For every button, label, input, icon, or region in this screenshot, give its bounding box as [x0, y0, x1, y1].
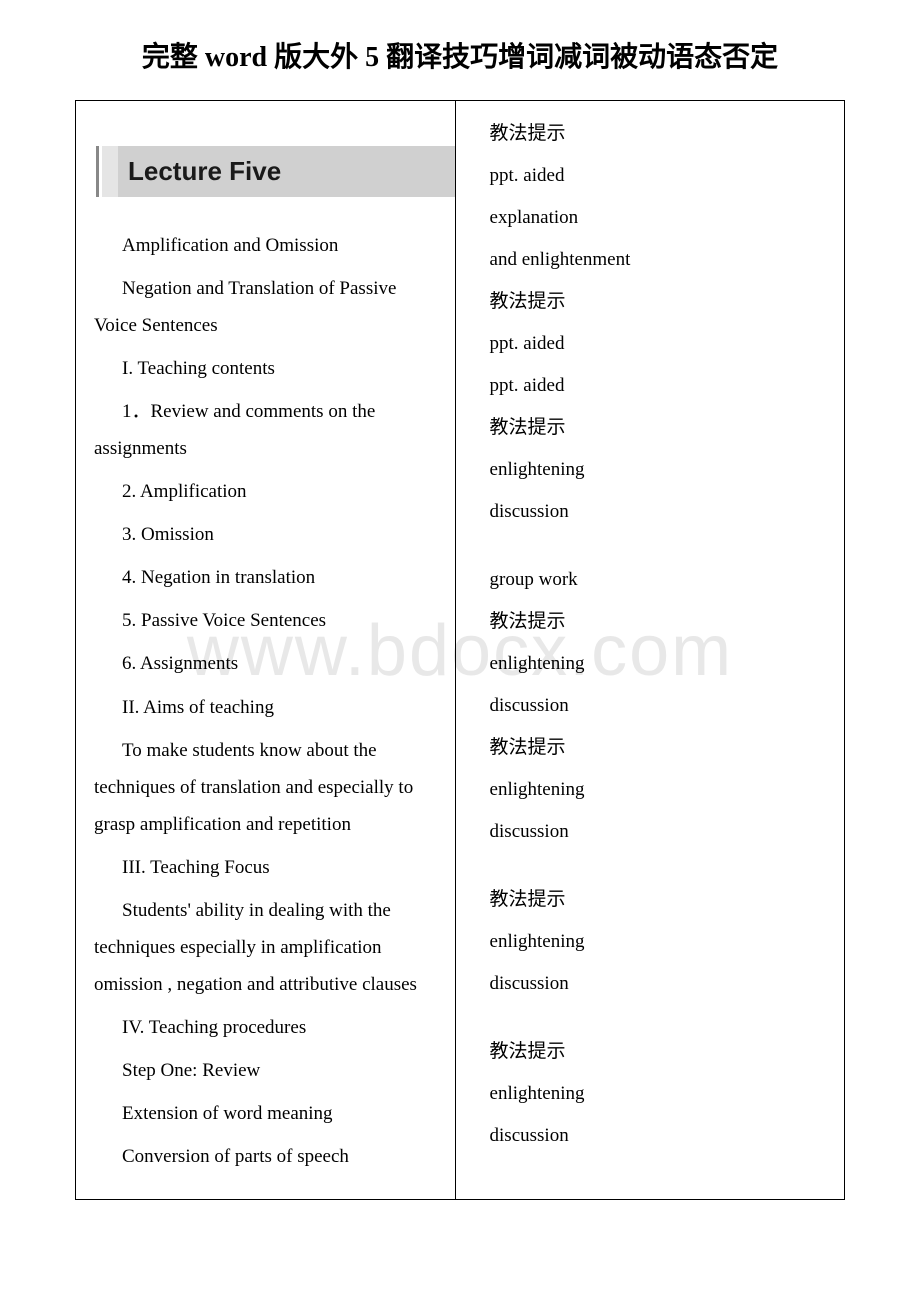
- right-para: enlightening: [490, 1075, 826, 1113]
- left-para: Negation and Translation of Passive Voic…: [94, 270, 437, 344]
- left-para: III. Teaching Focus: [94, 849, 437, 886]
- left-para: 5. Passive Voice Sentences: [94, 602, 437, 639]
- right-body: 教法提示 ppt. aided explanation and enlighte…: [456, 101, 844, 1177]
- right-para: discussion: [490, 687, 826, 725]
- right-para: 教法提示: [490, 1033, 826, 1071]
- right-para: group work: [490, 561, 826, 599]
- right-para: discussion: [490, 813, 826, 851]
- gap: [490, 1007, 826, 1033]
- right-para: 教法提示: [490, 881, 826, 919]
- right-para: enlightening: [490, 451, 826, 489]
- left-para: Amplification and Omission: [94, 227, 437, 264]
- left-para: 3. Omission: [94, 516, 437, 553]
- lecture-label: Lecture Five: [118, 146, 455, 197]
- left-column: Lecture Five Amplification and Omission …: [76, 101, 456, 1200]
- right-para: and enlightenment: [490, 241, 826, 279]
- left-para: Step One: Review: [94, 1052, 437, 1089]
- right-para: ppt. aided: [490, 325, 826, 363]
- banner-spacer: [102, 146, 118, 197]
- left-para: To make students know about the techniqu…: [94, 732, 437, 843]
- right-para: 教法提示: [490, 283, 826, 321]
- left-para: I. Teaching contents: [94, 350, 437, 387]
- right-para: ppt. aided: [490, 157, 826, 195]
- banner-line: [96, 146, 99, 197]
- left-para: IV. Teaching procedures: [94, 1009, 437, 1046]
- table-row: Lecture Five Amplification and Omission …: [76, 101, 845, 1200]
- right-para: ppt. aided: [490, 367, 826, 405]
- left-para: 4. Negation in translation: [94, 559, 437, 596]
- gap: [490, 535, 826, 561]
- right-para: enlightening: [490, 645, 826, 683]
- right-column: 教法提示 ppt. aided explanation and enlighte…: [455, 101, 844, 1200]
- right-para: enlightening: [490, 923, 826, 961]
- left-body: Amplification and Omission Negation and …: [76, 227, 455, 1199]
- right-para: 教法提示: [490, 603, 826, 641]
- left-para: II. Aims of teaching: [94, 689, 437, 726]
- right-para: explanation: [490, 199, 826, 237]
- right-para: discussion: [490, 965, 826, 1003]
- right-para: 教法提示: [490, 729, 826, 767]
- right-para: enlightening: [490, 771, 826, 809]
- right-para: 教法提示: [490, 115, 826, 153]
- left-para: 1．Review and comments on the assignments: [94, 393, 437, 467]
- left-para: 6. Assignments: [94, 645, 437, 682]
- lecture-banner: Lecture Five: [96, 146, 455, 197]
- page-title: 完整 word 版大外 5 翻译技巧增词减词被动语态否定: [0, 0, 920, 100]
- left-para: Conversion of parts of speech: [94, 1138, 437, 1175]
- left-para: Students' ability in dealing with the te…: [94, 892, 437, 1003]
- right-para: discussion: [490, 1117, 826, 1155]
- right-para: 教法提示: [490, 409, 826, 447]
- left-para: Extension of word meaning: [94, 1095, 437, 1132]
- right-para: discussion: [490, 493, 826, 531]
- gap: [490, 855, 826, 881]
- left-para: 2. Amplification: [94, 473, 437, 510]
- content-table: Lecture Five Amplification and Omission …: [75, 100, 845, 1200]
